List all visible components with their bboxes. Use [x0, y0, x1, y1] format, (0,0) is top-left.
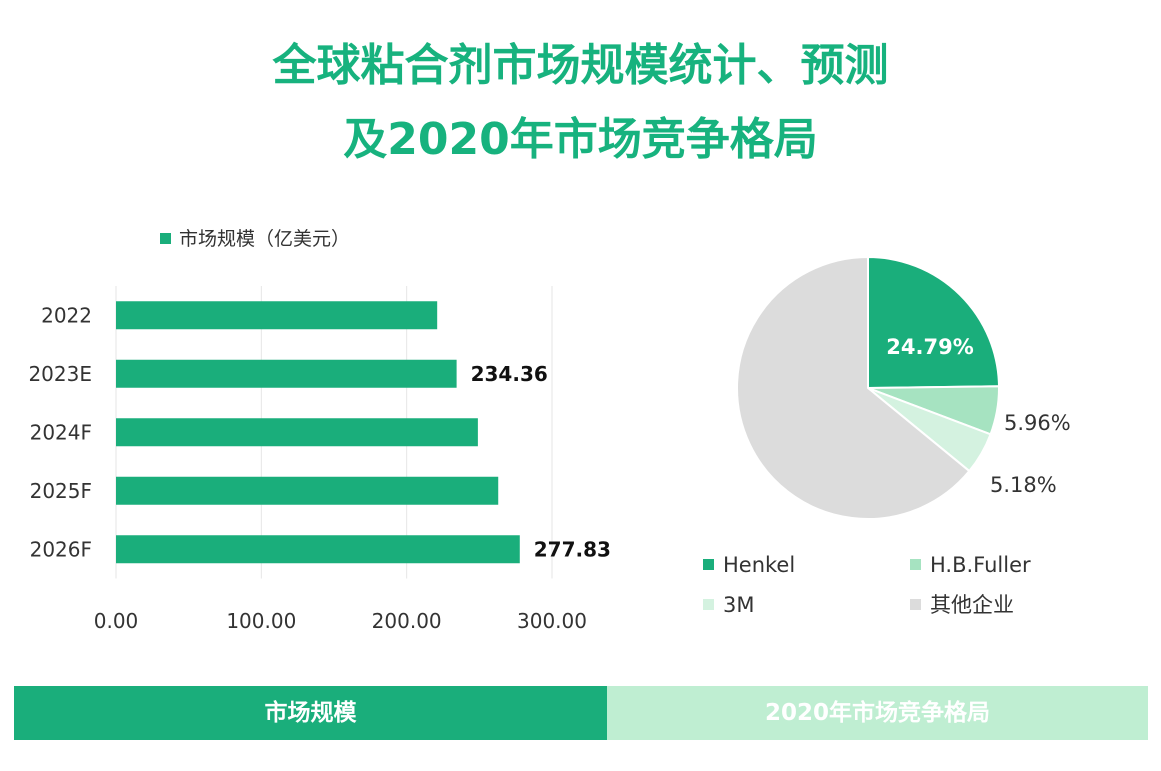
legend-label: 市场规模（亿美元）: [179, 228, 350, 250]
pie-legend-label: H.B.Fuller: [930, 553, 1031, 577]
x-tick-label: 0.00: [94, 609, 139, 633]
pie-data-label: 5.18%: [990, 473, 1057, 497]
bar: [116, 476, 499, 505]
y-category-label: 2023E: [28, 362, 92, 386]
pie-slice: [867, 255, 1001, 390]
bar: [116, 535, 520, 564]
bar-chart: 0.00 100.00 200.00 300.00 市场规模（亿美元） 2022 2023E…: [28, 228, 611, 633]
tab-market-size[interactable]: 市场规模: [14, 686, 607, 740]
title-line-2: 及2020年市场竞争格局: [343, 114, 818, 165]
pie-legend-swatch: [703, 559, 714, 570]
pie-legend-swatch: [910, 599, 921, 610]
pie-legend-swatch: [910, 559, 921, 570]
y-category-label: 2026F: [30, 537, 92, 561]
pie-legend-swatch: [703, 599, 714, 610]
legend-swatch: [160, 233, 171, 244]
pie-slice: [736, 255, 971, 520]
bar-data-label: 277.83: [534, 537, 611, 561]
y-category-label: 2022: [41, 303, 92, 327]
pie-chart: 24.79% 5.96% 5.18% Henkel H.B.Fuller 3M 其他企业: [703, 255, 1071, 617]
bar: [116, 418, 478, 447]
tab-competition-2020[interactable]: 2020年市场竞争格局: [607, 686, 1148, 740]
pie-legend-label: Henkel: [723, 553, 795, 577]
pie-legend-label: 其他企业: [930, 593, 1014, 617]
y-category-label: 2024F: [30, 420, 92, 444]
pie-data-label: 5.96%: [1004, 411, 1071, 435]
bar: [116, 301, 438, 330]
bar-data-label: 234.36: [471, 362, 548, 386]
pie-data-label: 24.79%: [886, 335, 973, 359]
x-tick-label: 100.00: [226, 609, 296, 633]
y-category-label: 2025F: [30, 479, 92, 503]
title-line-1: 全球粘合剂市场规模统计、预测: [272, 40, 889, 91]
x-tick-label: 300.00: [517, 609, 587, 633]
pie-legend-label: 3M: [723, 593, 754, 617]
x-tick-label: 200.00: [372, 609, 442, 633]
bar: [116, 359, 457, 388]
